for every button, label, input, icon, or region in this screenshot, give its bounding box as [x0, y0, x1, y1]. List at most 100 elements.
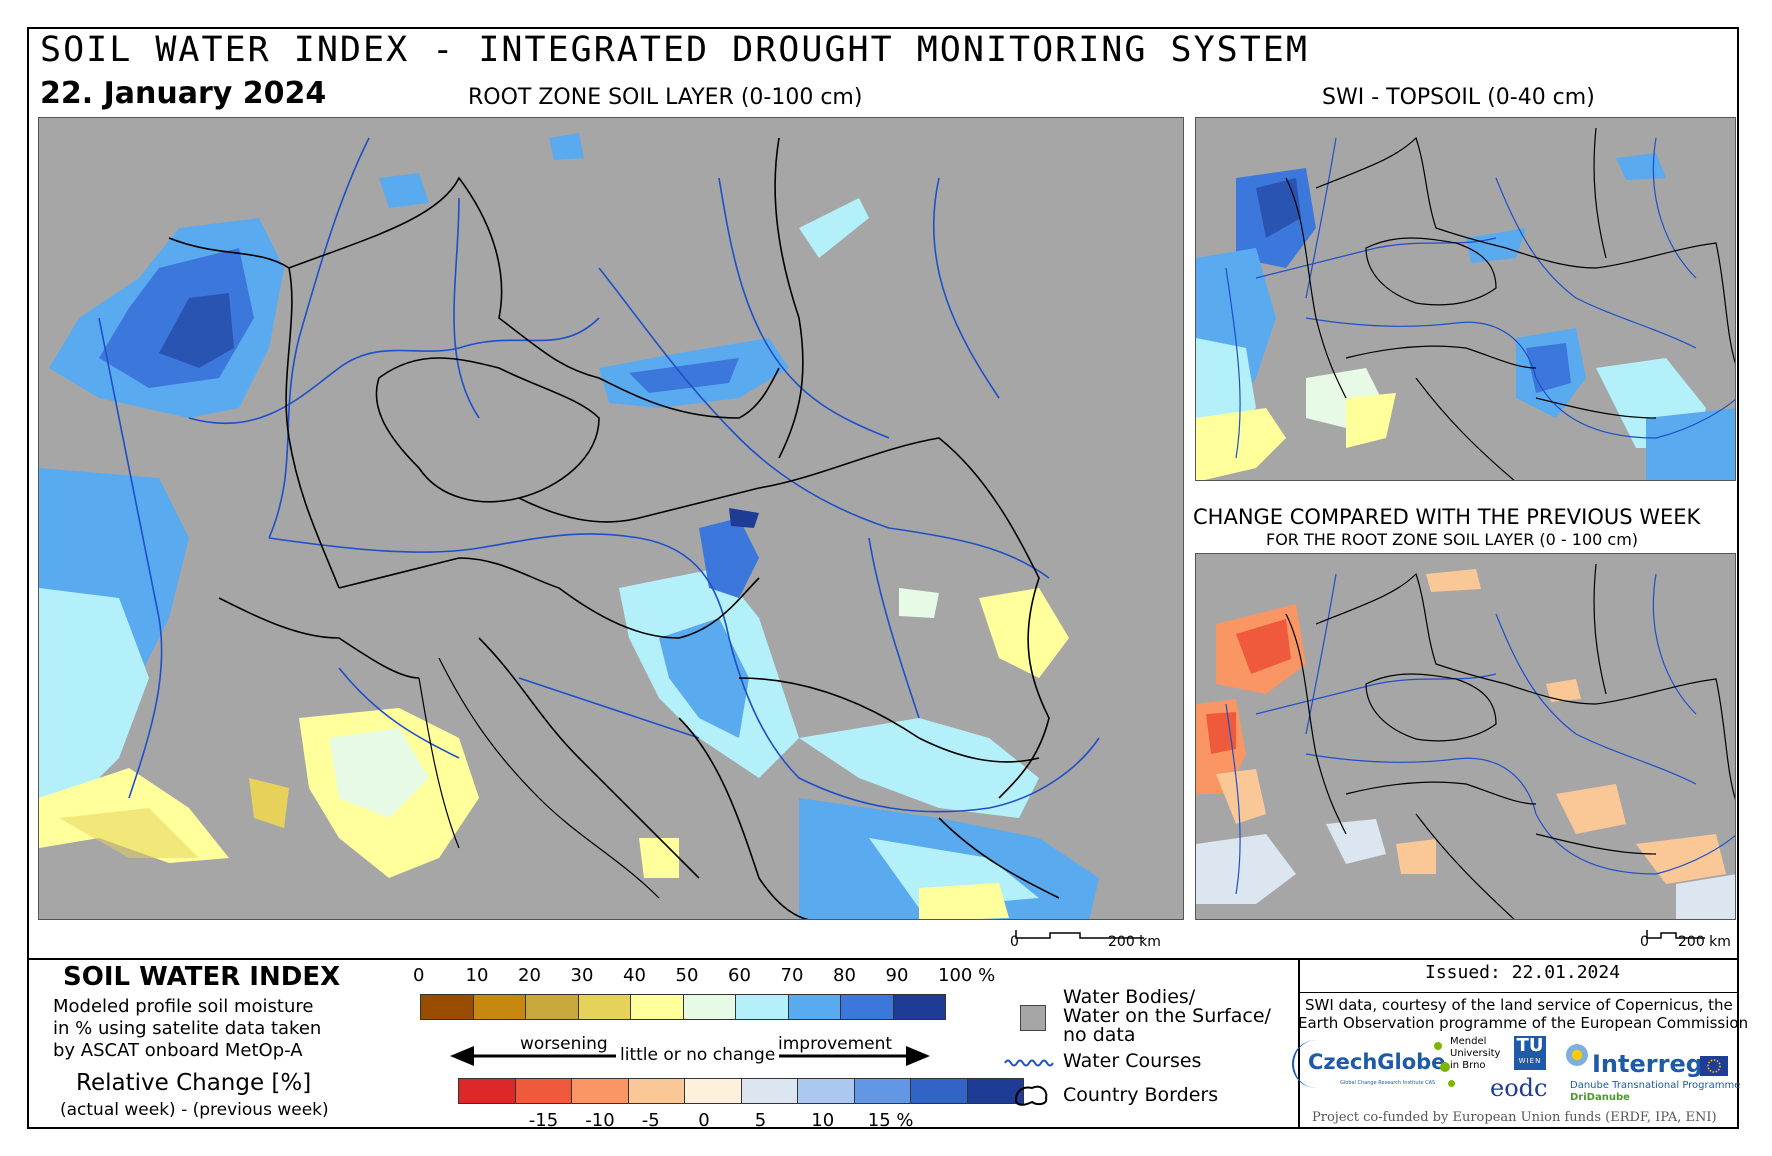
mendel-logo-line-2: University [1450, 1048, 1501, 1059]
swi-swatch [525, 994, 579, 1020]
change-map-title: CHANGE COMPARED WITH THE PREVIOUS WEEK [1193, 505, 1701, 529]
water-courses-label: Water Courses [1063, 1050, 1202, 1072]
swi-swatch [577, 994, 631, 1020]
change-map-svg [1196, 554, 1735, 919]
issued-divider [1300, 992, 1739, 993]
main-map-svg [39, 118, 1183, 919]
change-borders [1285, 563, 1735, 919]
swi-tick-label: 10 [465, 965, 489, 986]
czechglobe-logo-sub: Global Change Research Institute CAS [1340, 1080, 1436, 1086]
figure-date: 22. January 2024 [40, 76, 327, 111]
interreg-logo-sub: Danube Transnational Programme [1570, 1080, 1741, 1091]
swi-legend-desc-1: Modeled profile soil moisture [53, 996, 314, 1017]
change-swatch [627, 1078, 685, 1104]
legend-divider [1298, 958, 1300, 1129]
swi-swatch [420, 994, 474, 1020]
wet-area-france [39, 468, 229, 863]
small-scalebar [1646, 925, 1706, 939]
small-scalebar-graphic [1646, 930, 1705, 939]
swi-tick-label: 90 [885, 965, 909, 986]
mendel-logo: Mendel University in Brno [1450, 1036, 1500, 1072]
topsoil-map-title: SWI - TOPSOIL (0-40 cm) [1322, 85, 1595, 110]
legend-panel [27, 958, 1739, 1129]
change-swatch [458, 1078, 516, 1104]
swi-tick-label: 0 [413, 965, 425, 986]
swi-tick-label: 80 [833, 965, 856, 986]
small-scalebar-zero: 0 [1640, 934, 1649, 950]
change-tick-label: -5 [641, 1110, 660, 1131]
mendel-logo-line-3: in Brno [1450, 1060, 1486, 1071]
swi-legend-desc-2: in % using satelite data taken [53, 1018, 322, 1039]
swi-swatch [472, 994, 526, 1020]
change-swatch [740, 1078, 798, 1104]
change-swatch [797, 1078, 855, 1104]
swi-swatch [682, 994, 736, 1020]
swi-tick-label: 30 [570, 965, 594, 986]
eu-flag-stars [1707, 1059, 1721, 1073]
change-tick-label: 15 % [867, 1110, 914, 1131]
mendel-logo-line-1: Mendel [1450, 1036, 1487, 1047]
improvement-label: improvement [774, 1034, 897, 1054]
swi-swatch [840, 994, 894, 1020]
mendel-dot-2 [1440, 1062, 1450, 1072]
eodc-logo: eodc [1490, 1074, 1548, 1102]
tu-wien-logo-wien: WIEN [1518, 1057, 1542, 1065]
country-borders [168, 137, 1060, 919]
swi-swatch [787, 994, 841, 1020]
credit-line-2: Earth Observation programme of the Europ… [1298, 1014, 1749, 1032]
topsoil-borders [1285, 127, 1735, 480]
change-swatch [853, 1078, 911, 1104]
change-tick-label: 0 [698, 1110, 710, 1131]
change-tick-label: 10 [811, 1110, 835, 1131]
tu-wien-logo: TU WIEN [1514, 1036, 1546, 1070]
change-swatch [966, 1078, 1024, 1104]
change-map [1195, 553, 1736, 920]
main-scalebar-zero: 0 [1010, 934, 1019, 950]
swi-tick-label: 60 [728, 965, 751, 986]
funding-note: Project co-funded by European Union fund… [1312, 1110, 1717, 1125]
czechglobe-logo-arc [1292, 1040, 1432, 1088]
change-legend-desc: (actual week) - (previous week) [60, 1100, 329, 1120]
interreg-logo: Interreg [1592, 1050, 1703, 1078]
rivers [98, 137, 1100, 813]
water-bodies-label-1: Water Bodies/ [1063, 986, 1196, 1008]
country-border-icon [1014, 1085, 1048, 1106]
water-bodies-swatch [1020, 1005, 1046, 1031]
topsoil-map [1195, 117, 1736, 481]
change-swatch [571, 1078, 629, 1104]
change-swatch [910, 1078, 968, 1104]
change-swatch [684, 1078, 742, 1104]
issued-date: Issued: 22.01.2024 [1425, 962, 1621, 983]
main-map-title: ROOT ZONE SOIL LAYER (0-100 cm) [468, 85, 863, 110]
swi-tick-label: 50 [675, 965, 699, 986]
figure-title: SOIL WATER INDEX - INTEGRATED DROUGHT MO… [40, 30, 1309, 70]
dry-area-italy [249, 708, 479, 878]
swi-tick-label: 20 [518, 965, 541, 986]
swi-tick-label: 100 % [938, 965, 996, 986]
mendel-dot-3 [1448, 1080, 1455, 1087]
swi-tick-label: 70 [780, 965, 804, 986]
wet-area-poland [379, 133, 869, 408]
czechglobe-logo: CzechGlobe [1308, 1050, 1446, 1074]
change-tick-label: 5 [754, 1110, 767, 1131]
coastlines [418, 657, 660, 899]
topsoil-map-svg [1196, 118, 1735, 480]
eu-flag-icon [1700, 1056, 1728, 1076]
topsoil-rivers [1225, 137, 1735, 459]
water-bodies-label-3: no data [1063, 1024, 1136, 1046]
wet-area-benelux [49, 218, 284, 418]
main-map [38, 117, 1184, 920]
small-scalebar-label: 200 km [1678, 934, 1731, 950]
tu-wien-logo-tu: TU [1516, 1035, 1544, 1056]
water-courses-icon [1004, 1059, 1054, 1067]
country-borders-label: Country Borders [1063, 1084, 1219, 1106]
swi-legend-title: SOIL WATER INDEX [63, 962, 341, 992]
swi-swatch [892, 994, 946, 1020]
change-tick-label: -15 [528, 1110, 559, 1131]
worsening-label: worsening [516, 1034, 612, 1054]
credit-line-1: SWI data, courtesy of the land service o… [1305, 996, 1733, 1014]
swi-swatch [735, 994, 789, 1020]
wet-area-pannonian [619, 508, 799, 778]
mendel-dot-1 [1434, 1042, 1442, 1050]
figure-frame [27, 27, 1739, 1129]
